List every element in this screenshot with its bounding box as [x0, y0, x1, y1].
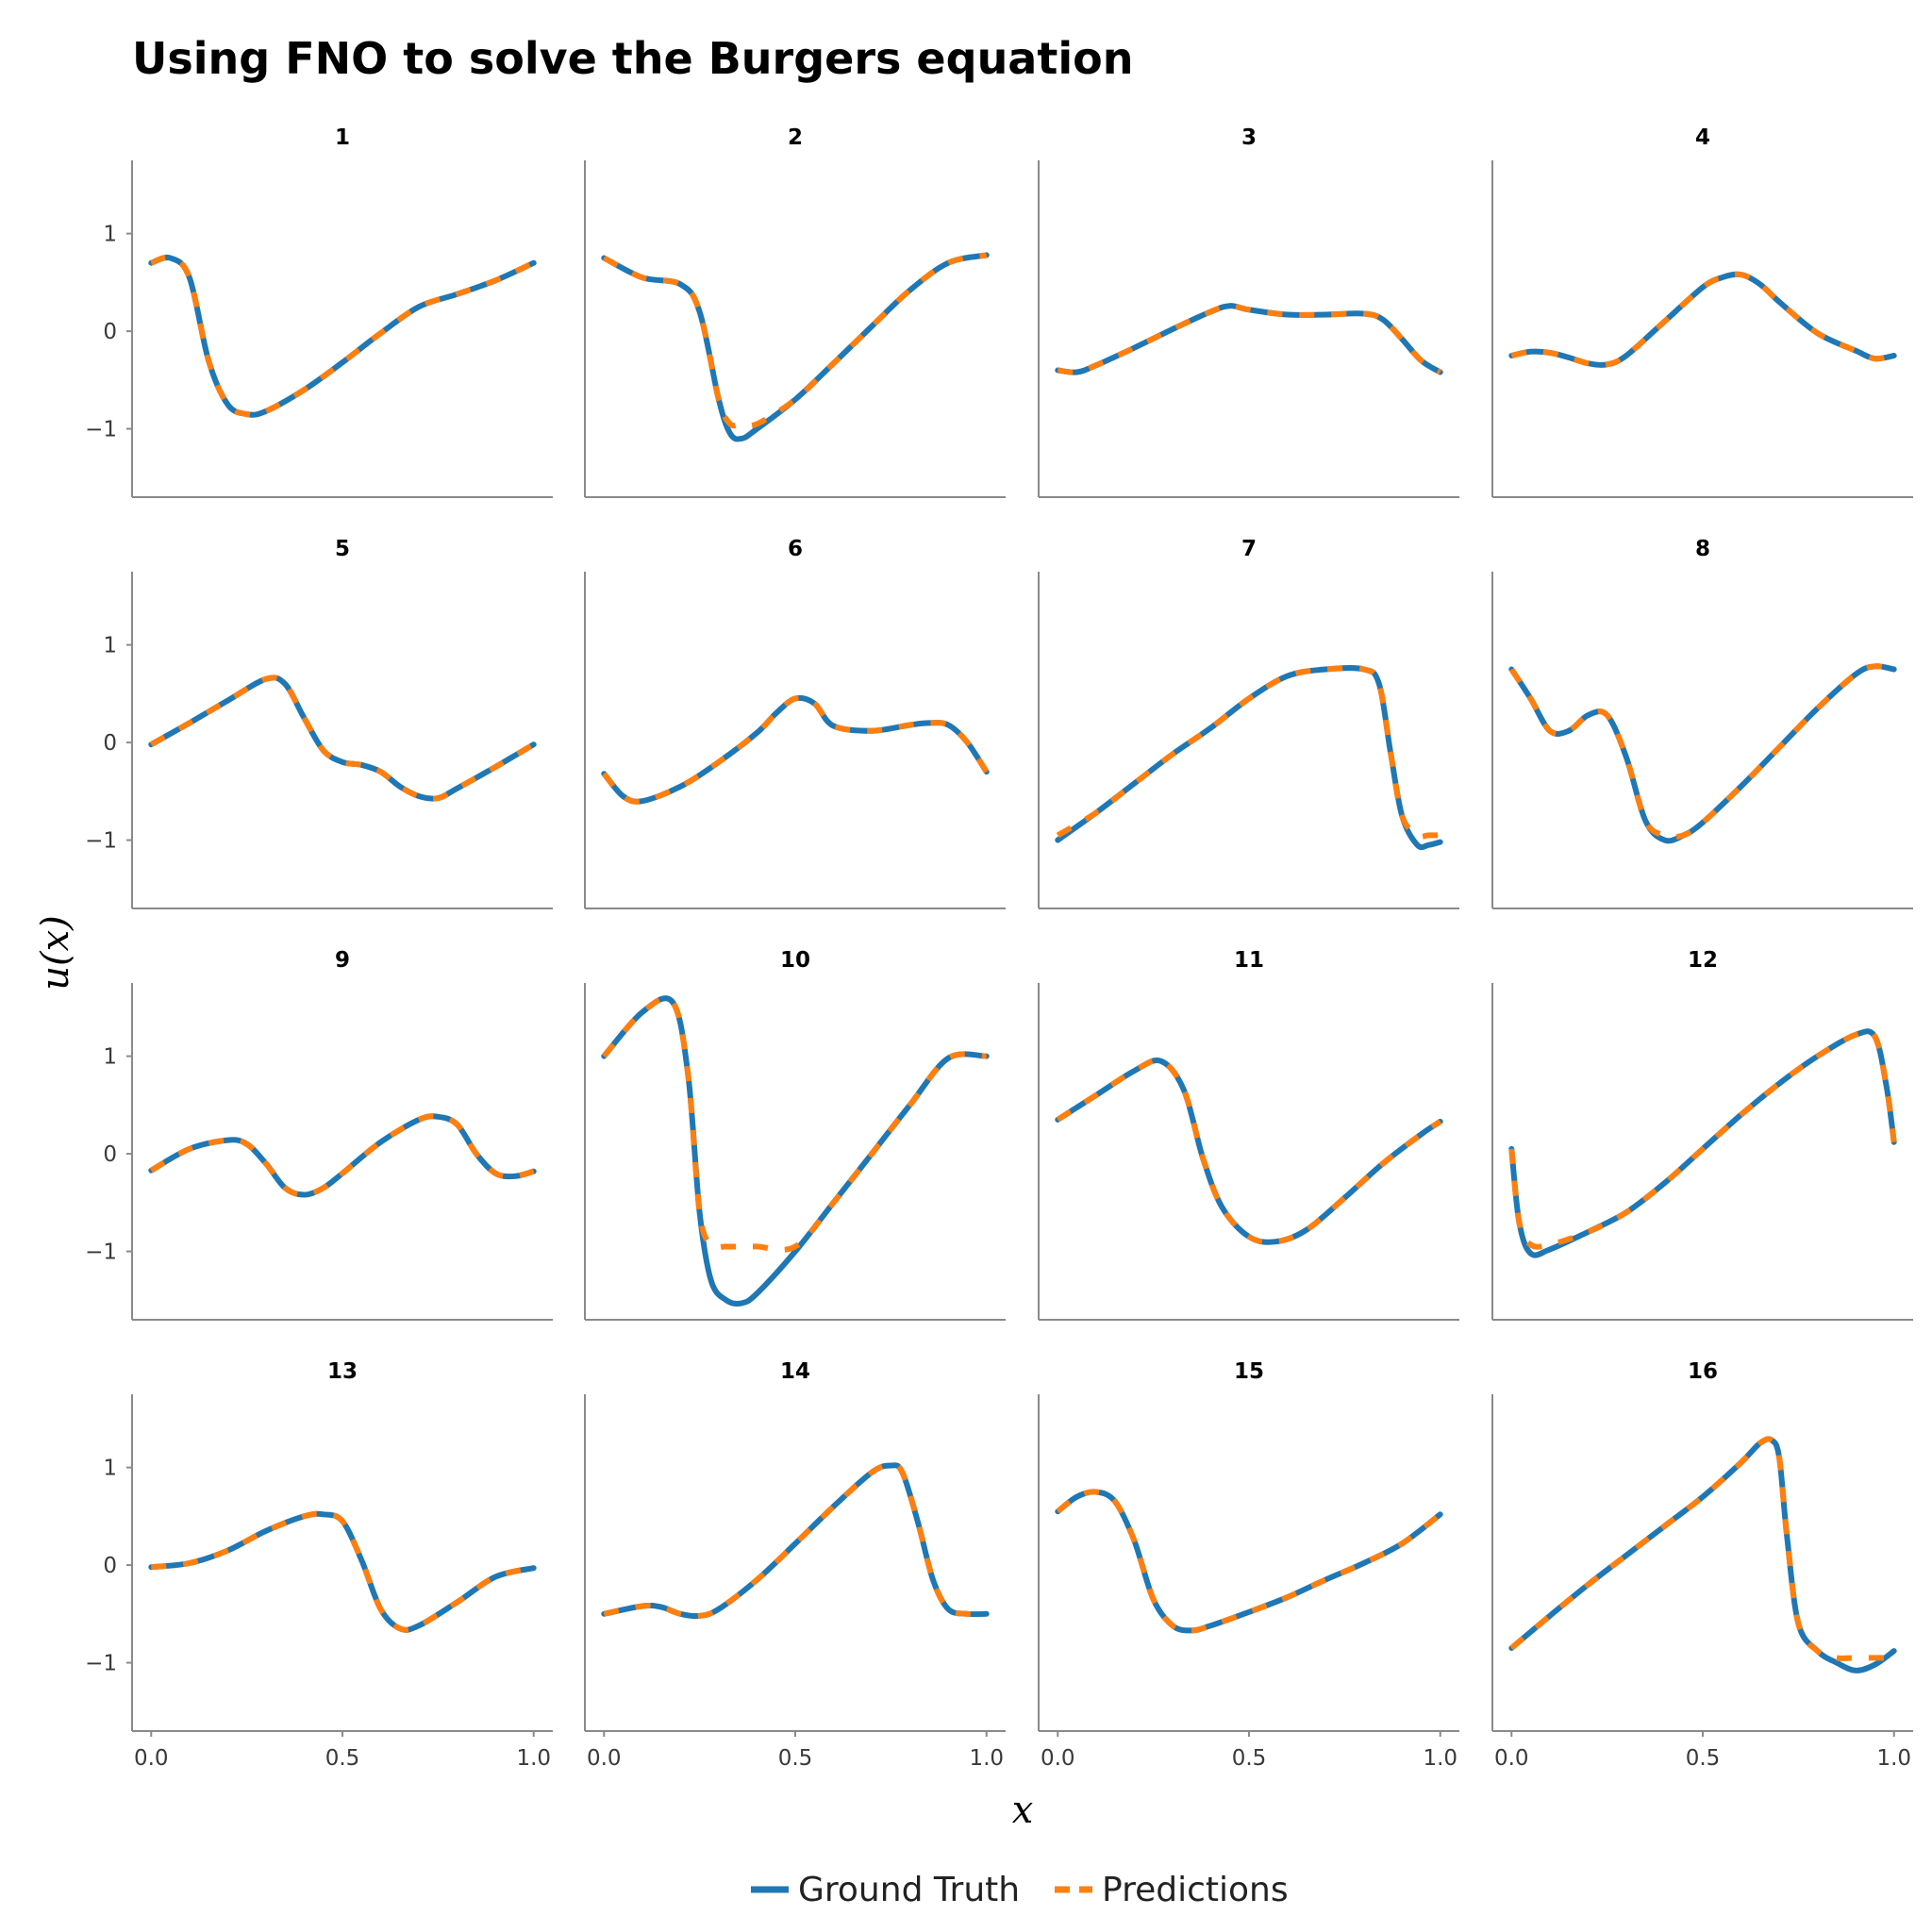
- panel-title: 7: [1241, 537, 1257, 561]
- predictions-line: [1508, 1028, 1897, 1250]
- y-axis-label: u(x): [34, 915, 77, 991]
- predictions-line: [149, 675, 536, 802]
- panel-title: 9: [335, 948, 350, 973]
- y-tick-label: −1: [85, 829, 117, 854]
- panel-title: 5: [335, 537, 350, 561]
- panel-title: 3: [1241, 125, 1257, 150]
- panel-title: 8: [1695, 537, 1710, 561]
- x-tick-label: 0.0: [1494, 1746, 1529, 1771]
- x-tick-label: 1.0: [1423, 1746, 1457, 1771]
- x-tick-label: 0.5: [1232, 1746, 1267, 1771]
- panel-13: 13 −1 0 1 0.0 0.5 1.0: [85, 1359, 553, 1771]
- panel-4: 4: [1491, 125, 1913, 498]
- panel-2: 2: [584, 125, 1006, 498]
- predictions-line: [1056, 1489, 1442, 1634]
- predictions-line: [1508, 663, 1895, 841]
- predictions-line: [1057, 303, 1442, 375]
- panel-16: 16 0.0 0.5 1.0: [1491, 1359, 1913, 1771]
- y-tick-label: 1: [103, 634, 117, 658]
- panel-5: 5 −1 0 1: [85, 537, 553, 909]
- ground-truth-line: [1055, 303, 1443, 375]
- predictions-line: [150, 254, 535, 418]
- predictions-line: [603, 1462, 987, 1620]
- y-tick-label: 1: [103, 1457, 117, 1481]
- ground-truth-line: [601, 1462, 990, 1620]
- panel-6: 6: [584, 537, 1006, 909]
- panel-title: 11: [1234, 948, 1264, 973]
- predictions-line: [601, 694, 990, 805]
- panel-title: 6: [788, 537, 803, 561]
- ground-truth-line: [601, 694, 990, 805]
- predictions-line: [149, 1113, 535, 1198]
- panel-title: 1: [335, 125, 350, 150]
- predictions-line: [150, 1510, 535, 1633]
- x-tick-label: 1.0: [516, 1746, 551, 1771]
- panel-title: 2: [788, 125, 803, 150]
- predictions-line: [1509, 1436, 1894, 1661]
- panel-15: 15 0.0 0.5 1.0: [1038, 1359, 1459, 1771]
- ground-truth-line: [1508, 1028, 1897, 1258]
- panel-title: 14: [780, 1359, 810, 1384]
- y-tick-label: 0: [103, 731, 117, 756]
- panel-title: 4: [1695, 125, 1710, 150]
- panel-title: 15: [1234, 1359, 1264, 1384]
- y-tick-label: −1: [85, 1241, 117, 1265]
- ground-truth-line: [1508, 663, 1897, 844]
- predictions-line: [602, 995, 987, 1253]
- panel-14: 14 0.0 0.5 1.0: [584, 1359, 1006, 1771]
- y-tick-label: 0: [103, 320, 117, 344]
- chart-title: Using FNO to solve the Burgers equation: [132, 33, 1133, 84]
- predictions-line: [1056, 665, 1441, 840]
- ground-truth-line: [1055, 1057, 1443, 1245]
- ground-truth-line: [1508, 1436, 1897, 1674]
- y-tick-label: −1: [85, 1652, 117, 1676]
- legend-label-ground-truth: Ground Truth: [798, 1871, 1020, 1909]
- ground-truth-line: [148, 1510, 537, 1633]
- x-tick-label: 0.0: [134, 1746, 169, 1771]
- ground-truth-line: [148, 254, 537, 418]
- legend-label-predictions: Predictions: [1102, 1871, 1289, 1909]
- ground-truth-line: [601, 995, 990, 1307]
- panel-title: 12: [1688, 948, 1718, 973]
- y-tick-label: 0: [103, 1554, 117, 1578]
- predictions-line: [1056, 1057, 1442, 1245]
- panel-7: 7: [1038, 537, 1459, 909]
- legend: Ground Truth Predictions: [751, 1871, 1289, 1909]
- x-tick-label: 1.0: [969, 1746, 1004, 1771]
- ground-truth-line: [601, 252, 990, 442]
- x-tick-label: 1.0: [1876, 1746, 1911, 1771]
- x-tick-label: 0.5: [1686, 1746, 1721, 1771]
- x-tick-label: 0.0: [1041, 1746, 1075, 1771]
- y-tick-label: −1: [85, 418, 117, 442]
- y-tick-label: 1: [103, 1045, 117, 1070]
- y-tick-label: 0: [103, 1142, 117, 1167]
- ground-truth-line: [1055, 1489, 1443, 1634]
- panel-title: 16: [1688, 1359, 1718, 1384]
- panel-12: 12: [1491, 948, 1913, 1321]
- ground-truth-line: [1508, 271, 1897, 368]
- panel-11: 11: [1038, 948, 1459, 1321]
- y-tick-label: 1: [103, 223, 117, 247]
- predictions-line: [602, 252, 988, 429]
- panel-1: 1 −1 0 1: [85, 125, 553, 498]
- x-axis-label: x: [1012, 1789, 1034, 1832]
- panel-3: 3: [1038, 125, 1459, 498]
- panel-title: 13: [327, 1359, 358, 1384]
- panel-8: 8: [1491, 537, 1913, 909]
- panel-title: 10: [780, 948, 810, 973]
- x-tick-label: 0.0: [587, 1746, 622, 1771]
- x-tick-label: 0.5: [325, 1746, 360, 1771]
- x-tick-label: 0.5: [778, 1746, 813, 1771]
- panel-9: 9 −1 0 1: [85, 948, 553, 1321]
- panel-10: 10: [584, 948, 1006, 1321]
